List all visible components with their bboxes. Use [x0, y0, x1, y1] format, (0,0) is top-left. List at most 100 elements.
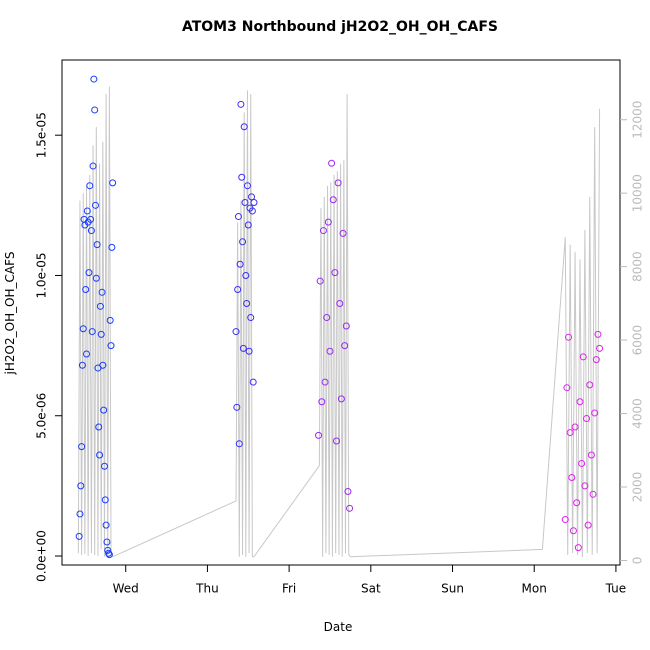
data-point — [339, 229, 347, 237]
chart-title: ATOM3 Northbound jH2O2_OH_OH_CAFS — [182, 19, 498, 35]
data-point — [82, 285, 90, 293]
data-point — [96, 302, 104, 310]
data-point — [104, 546, 112, 554]
data-point — [243, 300, 251, 308]
data-point — [243, 182, 251, 190]
data-point — [576, 398, 584, 406]
data-point — [242, 271, 250, 279]
data-point — [240, 123, 248, 131]
data-point — [91, 201, 99, 209]
data-point — [244, 221, 252, 229]
data-point — [100, 462, 108, 470]
data-point — [85, 269, 93, 277]
data-point — [583, 415, 591, 423]
data-point — [95, 423, 103, 431]
data-point — [83, 350, 91, 358]
y-tick-label: 5.0e-06 — [35, 393, 49, 439]
y-axis-label: jH2O2_OH_OH_CAFS — [3, 252, 17, 376]
data-point — [235, 440, 243, 448]
y2-tick-label: 0 — [631, 557, 645, 565]
x-tick-label: Sat — [361, 582, 381, 596]
data-point — [571, 423, 579, 431]
data-point — [578, 459, 586, 467]
data-point — [346, 504, 354, 512]
data-point — [234, 285, 242, 293]
data-point — [249, 378, 257, 386]
data-point — [563, 384, 571, 392]
y2-tick-label: 2000 — [631, 472, 645, 503]
data-point — [103, 538, 111, 546]
data-point — [109, 179, 117, 187]
data-point — [92, 274, 100, 282]
data-point — [250, 199, 258, 207]
data-point — [592, 356, 600, 364]
data-point — [77, 482, 85, 490]
data-point — [569, 527, 577, 535]
data-point — [89, 162, 97, 170]
data-point — [331, 269, 339, 277]
data-point — [97, 330, 105, 338]
data-point — [581, 482, 589, 490]
data-point — [579, 353, 587, 361]
data-point — [96, 451, 104, 459]
altitude-line — [77, 86, 601, 558]
data-point — [584, 521, 592, 529]
data-point — [88, 328, 96, 336]
data-point — [321, 378, 329, 386]
y-tick-label: 1.5e-05 — [35, 112, 49, 158]
data-point — [561, 516, 569, 524]
data-point — [319, 227, 327, 235]
data-point — [316, 277, 324, 285]
data-point — [79, 325, 87, 333]
data-point — [108, 243, 116, 251]
data-point — [233, 403, 241, 411]
y-tick-label: 0.0e+00 — [35, 530, 49, 582]
data-point — [573, 499, 581, 507]
data-point — [341, 342, 349, 350]
data-point — [248, 193, 256, 201]
y2-tick-label: 6000 — [631, 325, 645, 356]
data-point — [101, 496, 109, 504]
data-point — [248, 207, 256, 215]
data-point — [239, 344, 247, 352]
data-point — [98, 288, 106, 296]
data-point — [334, 179, 342, 187]
data-point — [344, 487, 352, 495]
data-point — [236, 260, 244, 268]
data-point — [589, 490, 597, 498]
data-point — [75, 532, 83, 540]
data-point — [105, 551, 113, 559]
x-tick-label: Sun — [441, 582, 464, 596]
data-point — [326, 347, 334, 355]
x-tick-label: Tue — [605, 582, 627, 596]
data-point — [241, 199, 249, 207]
data-point — [99, 361, 107, 369]
y2-tick-label: 10000 — [631, 174, 645, 212]
data-point — [324, 218, 332, 226]
data-point — [568, 473, 576, 481]
data-point — [87, 215, 95, 223]
data-point — [574, 544, 582, 552]
data-point — [238, 173, 246, 181]
x-tick-label: Thu — [195, 582, 219, 596]
data-point — [247, 314, 255, 322]
data-point — [232, 328, 240, 336]
data-point — [86, 182, 94, 190]
x-tick-label: Wed — [113, 582, 139, 596]
data-point — [328, 159, 336, 167]
data-point — [87, 227, 95, 235]
data-point — [234, 213, 242, 221]
data-point — [78, 361, 86, 369]
data-point — [329, 196, 337, 204]
data-point — [318, 398, 326, 406]
data-point — [591, 409, 599, 417]
data-point — [566, 429, 574, 437]
data-point — [323, 314, 331, 322]
data-point — [587, 451, 595, 459]
x-tick-label: Mon — [522, 582, 547, 596]
data-point — [336, 300, 344, 308]
data-point — [93, 241, 101, 249]
data-point — [594, 330, 602, 338]
y2-tick-label: 12000 — [631, 101, 645, 139]
data-point — [78, 443, 86, 451]
